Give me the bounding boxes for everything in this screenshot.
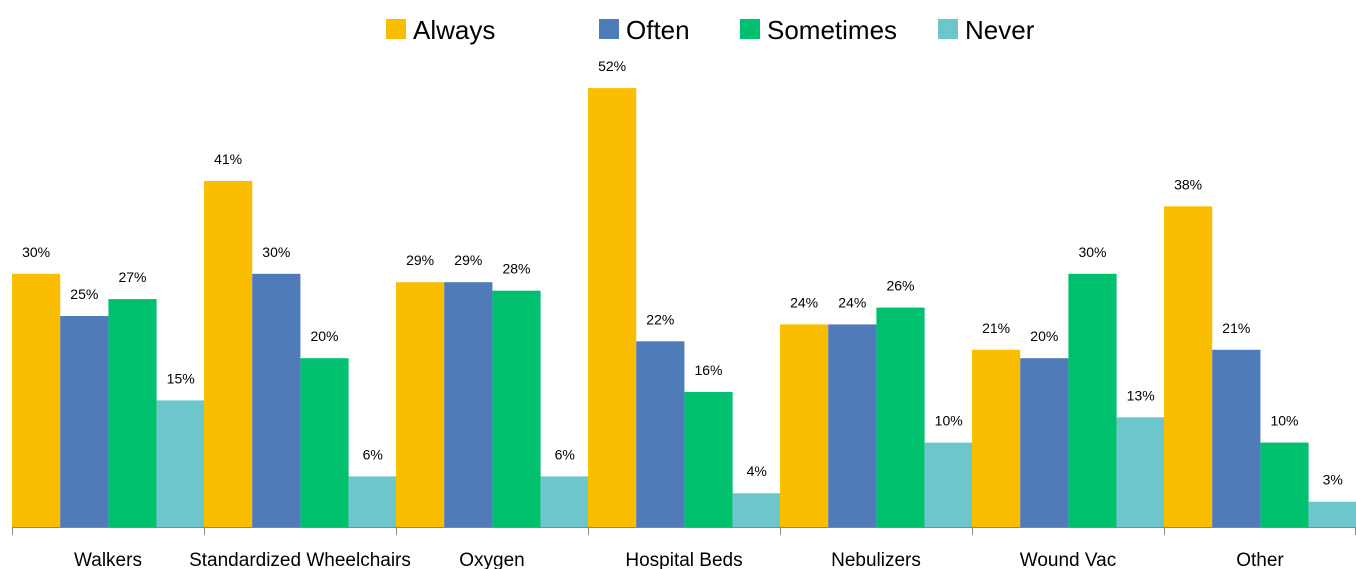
bar-walkers-sometimes: [108, 299, 157, 527]
bar-oxygen-never: [540, 476, 589, 527]
bar-walkers-never: [156, 400, 205, 527]
data-label-walkers-never: 15%: [167, 370, 195, 386]
bar-standardized-wheelchairs-never: [348, 476, 397, 527]
legend-label-never: Never: [965, 15, 1035, 45]
data-label-wound-vac-sometimes: 30%: [1078, 244, 1106, 260]
bar-walkers-always: [12, 273, 61, 527]
data-label-nebulizers-never: 10%: [935, 413, 963, 429]
data-label-standardized-wheelchairs-sometimes: 20%: [310, 328, 338, 344]
bar-standardized-wheelchairs-often: [252, 273, 301, 527]
data-label-nebulizers-often: 24%: [838, 294, 866, 310]
data-label-standardized-wheelchairs-never: 6%: [363, 446, 383, 462]
legend-label-sometimes: Sometimes: [767, 15, 897, 45]
legend-swatch-always: [386, 19, 406, 39]
x-label-hospital-beds: Hospital Beds: [625, 550, 742, 569]
data-label-hospital-beds-often: 22%: [646, 311, 674, 327]
data-label-oxygen-always: 29%: [406, 252, 434, 268]
legend-label-often: Often: [626, 15, 690, 45]
x-label-nebulizers: Nebulizers: [831, 550, 921, 569]
x-label-other: Other: [1236, 550, 1284, 569]
data-label-other-often: 21%: [1222, 320, 1250, 336]
bar-standardized-wheelchairs-sometimes: [300, 358, 349, 527]
x-axis-ticks: [12, 527, 1356, 535]
data-label-walkers-always: 30%: [22, 244, 50, 260]
bar-hospital-beds-never: [732, 493, 781, 527]
x-label-walkers: Walkers: [74, 550, 142, 569]
bar-wound-vac-always: [972, 349, 1021, 527]
bar-walkers-often: [60, 316, 109, 527]
x-axis-labels: Walkers Standardized Wheelchairs Oxygen Hos…: [74, 550, 1284, 569]
data-label-wound-vac-never: 13%: [1127, 387, 1155, 403]
data-label-oxygen-never: 6%: [555, 446, 575, 462]
bar-oxygen-sometimes: [492, 290, 541, 527]
bar-wound-vac-never: [1116, 417, 1165, 527]
bar-oxygen-often: [444, 282, 493, 527]
bar-wound-vac-sometimes: [1068, 273, 1117, 527]
legend-swatch-often: [599, 19, 619, 39]
data-label-hospital-beds-never: 4%: [747, 463, 767, 479]
legend-swatch-sometimes: [740, 19, 760, 39]
x-label-wound-vac: Wound Vac: [1020, 550, 1116, 569]
legend: Always Often Sometimes Never: [386, 15, 1035, 45]
data-label-standardized-wheelchairs-always: 41%: [214, 151, 242, 167]
bar-nebulizers-sometimes: [876, 307, 925, 527]
bar-hospital-beds-always: [588, 88, 637, 527]
data-label-nebulizers-always: 24%: [790, 294, 818, 310]
x-label-oxygen: Oxygen: [459, 550, 524, 569]
data-label-oxygen-sometimes: 28%: [502, 261, 530, 277]
data-label-wound-vac-always: 21%: [982, 320, 1010, 336]
data-label-standardized-wheelchairs-often: 30%: [262, 244, 290, 260]
legend-swatch-never: [938, 19, 958, 39]
bar-nebulizers-often: [828, 324, 877, 527]
bar-other-sometimes: [1260, 442, 1309, 527]
data-label-other-always: 38%: [1174, 176, 1202, 192]
data-label-walkers-often: 25%: [70, 286, 98, 302]
bars: [12, 88, 1356, 528]
data-label-wound-vac-often: 20%: [1030, 328, 1058, 344]
bar-standardized-wheelchairs-always: [204, 181, 253, 527]
bar-nebulizers-never: [924, 442, 973, 527]
data-label-other-never: 3%: [1323, 472, 1343, 488]
bar-other-never: [1308, 501, 1356, 527]
data-label-hospital-beds-sometimes: 16%: [694, 362, 722, 378]
data-label-hospital-beds-always: 52%: [598, 58, 626, 74]
bar-oxygen-always: [396, 282, 445, 527]
bar-nebulizers-always: [780, 324, 829, 527]
x-label-standardized-wheelchairs: Standardized Wheelchairs: [189, 550, 411, 569]
bar-hospital-beds-often: [636, 341, 685, 527]
data-label-oxygen-often: 29%: [454, 252, 482, 268]
bar-hospital-beds-sometimes: [684, 392, 733, 527]
data-label-walkers-sometimes: 27%: [118, 269, 146, 285]
bar-wound-vac-often: [1020, 358, 1069, 527]
data-label-nebulizers-sometimes: 26%: [886, 278, 914, 294]
bar-other-always: [1164, 206, 1213, 528]
legend-label-always: Always: [413, 15, 495, 45]
data-label-other-sometimes: 10%: [1270, 413, 1298, 429]
bar-other-often: [1212, 349, 1261, 527]
data-labels: 30% 25% 27% 15% 41% 30% 20% 6% 29% 29% 28% 6% 52% 22%…: [22, 58, 1343, 488]
